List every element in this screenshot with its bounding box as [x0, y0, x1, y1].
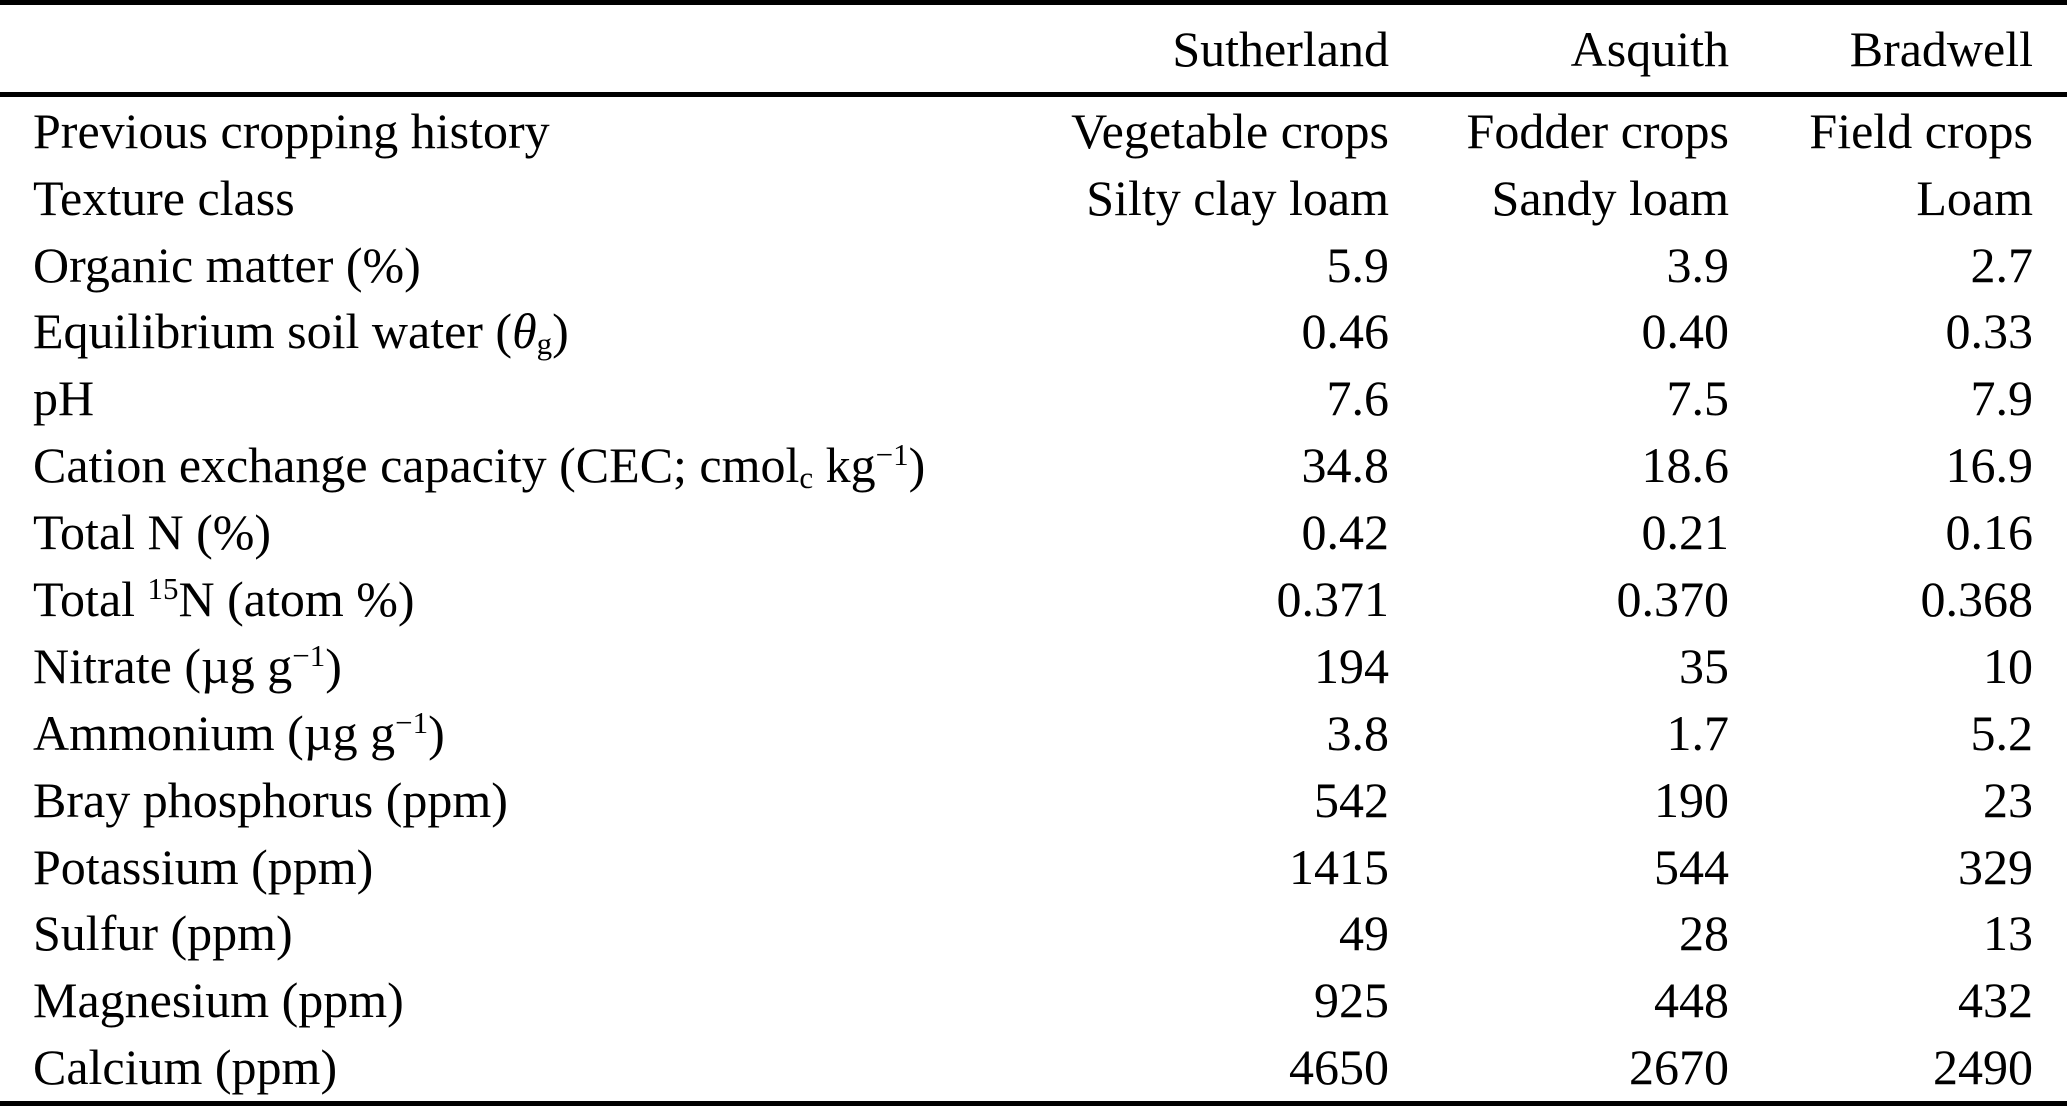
table-row: Nitrate (µg g−1) 194 35 10: [0, 632, 2067, 699]
cell-value: 34.8: [1301, 437, 1390, 494]
cell-value: 448: [1654, 972, 1729, 1029]
table-row: Total N (%) 0.42 0.21 0.16: [0, 499, 2067, 566]
row-label: Texture class: [33, 169, 295, 226]
cell-value: 2670: [1629, 1039, 1729, 1096]
cell-value: 5.9: [1326, 236, 1390, 293]
cell-value: 0.40: [1641, 303, 1730, 360]
cell-value: 2490: [1933, 1039, 2033, 1096]
row-label: Nitrate (µg g−1): [33, 637, 342, 694]
table-row: pH 7.6 7.5 7.9: [0, 365, 2067, 432]
cell-value: Field crops: [1809, 102, 2033, 159]
row-label: Bray phosphorus (ppm): [33, 771, 508, 828]
header-bradwell: Bradwell: [1849, 20, 2033, 77]
cell-value: 925: [1314, 972, 1389, 1029]
cell-value: 18.6: [1641, 437, 1730, 494]
row-label: Equilibrium soil water (θg): [33, 303, 569, 361]
header-asquith: Asquith: [1570, 20, 1729, 77]
row-label: Magnesium (ppm): [33, 972, 404, 1029]
table-row: Potassium (ppm) 1415 544 329: [0, 833, 2067, 900]
table-row: Texture class Silty clay loam Sandy loam Lo…: [0, 164, 2067, 231]
cell-value: 10: [1983, 637, 2033, 694]
cell-value: 28: [1679, 905, 1729, 962]
row-label: Calcium (ppm): [33, 1039, 338, 1096]
cell-value: Vegetable crops: [1071, 102, 1389, 159]
cell-value: 0.371: [1276, 570, 1390, 627]
row-label: Ammonium (µg g−1): [33, 704, 445, 761]
cell-value: Loam: [1916, 169, 2033, 226]
cell-value: 35: [1679, 637, 1729, 694]
cell-value: 23: [1983, 771, 2033, 828]
cell-value: 544: [1654, 838, 1729, 895]
cell-value: 3.9: [1666, 236, 1730, 293]
row-label: Organic matter (%): [33, 236, 421, 293]
cell-value: 7.5: [1666, 370, 1730, 427]
cell-value: 0.42: [1301, 504, 1390, 561]
cell-value: 49: [1339, 905, 1389, 962]
cell-value: 0.16: [1945, 504, 2034, 561]
cell-value: 1415: [1289, 838, 1389, 895]
table-row: Bray phosphorus (ppm) 542 190 23: [0, 766, 2067, 833]
table-row: Previous cropping history Vegetable crops…: [0, 95, 2067, 165]
header-empty-cell: [0, 3, 1040, 95]
cell-value: 0.368: [1920, 570, 2034, 627]
table-row: Ammonium (µg g−1) 3.8 1.7 5.2: [0, 699, 2067, 766]
table-body: Previous cropping history Vegetable crops…: [0, 95, 2067, 1104]
cell-value: 7.6: [1326, 370, 1390, 427]
row-label: Sulfur (ppm): [33, 905, 293, 962]
cell-value: 3.8: [1326, 704, 1390, 761]
cell-value: 432: [1958, 972, 2033, 1029]
cell-value: Silty clay loam: [1086, 169, 1389, 226]
table-row: Sulfur (ppm) 49 28 13: [0, 900, 2067, 967]
cell-value: 0.46: [1301, 303, 1390, 360]
cell-value: 7.9: [1970, 370, 2034, 427]
cell-value: Fodder crops: [1466, 102, 1729, 159]
cell-value: 0.370: [1616, 570, 1730, 627]
table-row: Organic matter (%) 5.9 3.9 2.7: [0, 231, 2067, 298]
cell-value: 2.7: [1970, 236, 2034, 293]
table-row: Calcium (ppm) 4650 2670 2490: [0, 1034, 2067, 1104]
cell-value: 329: [1958, 838, 2033, 895]
cell-value: 190: [1654, 771, 1729, 828]
header-row: Sutherland Asquith Bradwell: [0, 3, 2067, 95]
header-sutherland: Sutherland: [1172, 20, 1389, 77]
cell-value: 4650: [1289, 1039, 1389, 1096]
cell-value: 0.33: [1945, 303, 2034, 360]
cell-value: 16.9: [1945, 437, 2034, 494]
cell-value: 194: [1314, 637, 1389, 694]
cell-value: 5.2: [1970, 704, 2034, 761]
table-row: Total 15N (atom %) 0.371 0.370 0.368: [0, 566, 2067, 633]
row-label: pH: [33, 370, 95, 427]
table-row: Magnesium (ppm) 925 448 432: [0, 967, 2067, 1034]
cell-value: 13: [1983, 905, 2033, 962]
row-label: Cation exchange capacity (CEC; cmolc kg−…: [33, 437, 926, 495]
row-label: Previous cropping history: [33, 102, 550, 159]
cell-value: 1.7: [1666, 704, 1730, 761]
cell-value: Sandy loam: [1491, 169, 1729, 226]
row-label: Potassium (ppm): [33, 838, 374, 895]
table-row: Cation exchange capacity (CEC; cmolc kg−…: [0, 432, 2067, 499]
row-label: Total 15N (atom %): [33, 570, 415, 627]
table-row: Equilibrium soil water (θg) 0.46 0.40 0.33: [0, 298, 2067, 365]
row-label: Total N (%): [33, 504, 272, 561]
cell-value: 542: [1314, 771, 1389, 828]
cell-value: 0.21: [1641, 504, 1730, 561]
